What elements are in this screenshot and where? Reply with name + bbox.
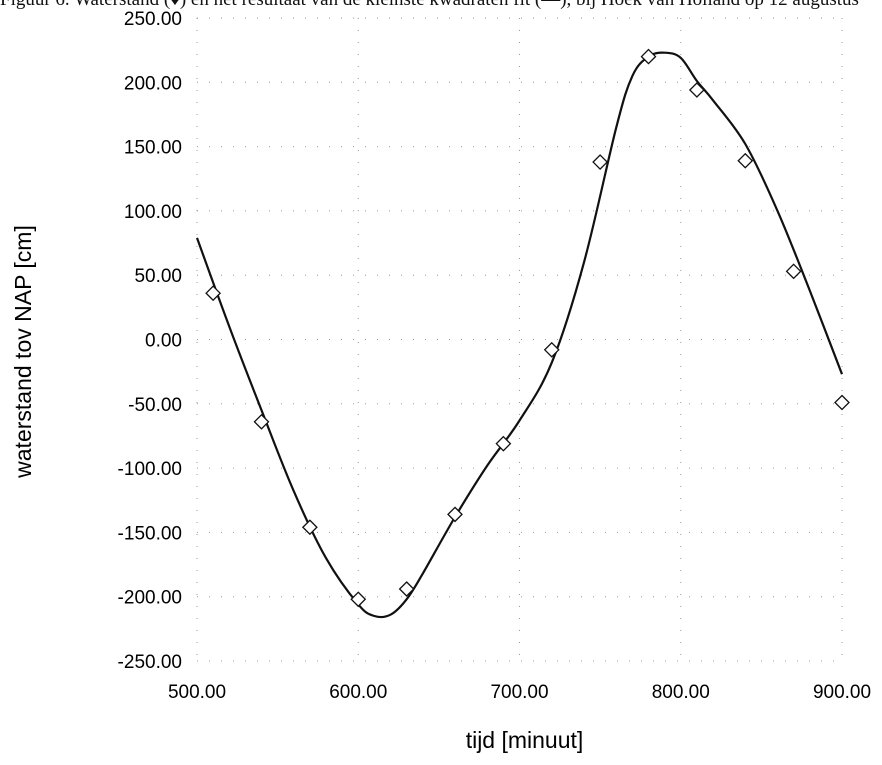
x-tick-label: 700.00 <box>490 682 548 703</box>
data-point-marker <box>737 152 754 169</box>
gridlines <box>196 17 843 662</box>
y-tick-label: -50.00 <box>128 395 182 416</box>
data-point-marker <box>205 285 222 302</box>
y-tick-label: -150.00 <box>118 523 182 544</box>
data-point-marker <box>350 591 367 608</box>
y-tick-label: -100.00 <box>118 459 182 480</box>
data-point-marker <box>543 341 560 358</box>
y-tick-label: -250.00 <box>118 652 182 673</box>
figure-caption: Figuur 6. Waterstand (♦) en het resultaa… <box>0 0 882 9</box>
data-point-marker <box>495 435 512 452</box>
y-tick-label: 200.00 <box>124 73 182 94</box>
data-point-marker <box>688 82 705 98</box>
x-tick-label: 600.00 <box>329 682 387 703</box>
data-point-marker <box>592 154 609 170</box>
x-tick-label: 900.00 <box>813 682 871 703</box>
y-tick-label: 150.00 <box>124 138 182 159</box>
y-tick-label: 250.00 <box>124 9 182 30</box>
y-axis-title: waterstand tov NAP [cm] <box>10 225 36 479</box>
measurement-markers <box>205 48 850 608</box>
data-point-marker <box>398 581 415 597</box>
x-axis-title: tijd [minuut] <box>466 727 584 753</box>
y-tick-labels: 250.00 200.00 150.00 100.00 50.00 0.00 -50.00 -… <box>118 9 182 673</box>
fit-curve-line <box>195 51 844 619</box>
y-tick-label: 0.00 <box>145 331 182 352</box>
data-point-marker <box>253 413 270 430</box>
x-tick-labels: 500.00 600.00 700.00 800.00 900.00 <box>168 682 871 703</box>
data-point-marker <box>785 263 802 280</box>
x-tick-label: 500.00 <box>168 682 226 703</box>
x-tick-label: 800.00 <box>652 682 710 703</box>
y-tick-label: -200.00 <box>118 588 182 609</box>
data-point-marker <box>640 48 657 65</box>
data-point-marker <box>834 394 850 411</box>
data-point-marker <box>301 519 318 536</box>
y-tick-label: 50.00 <box>134 266 182 287</box>
data-point-marker <box>447 506 463 523</box>
y-tick-label: 100.00 <box>124 202 182 223</box>
